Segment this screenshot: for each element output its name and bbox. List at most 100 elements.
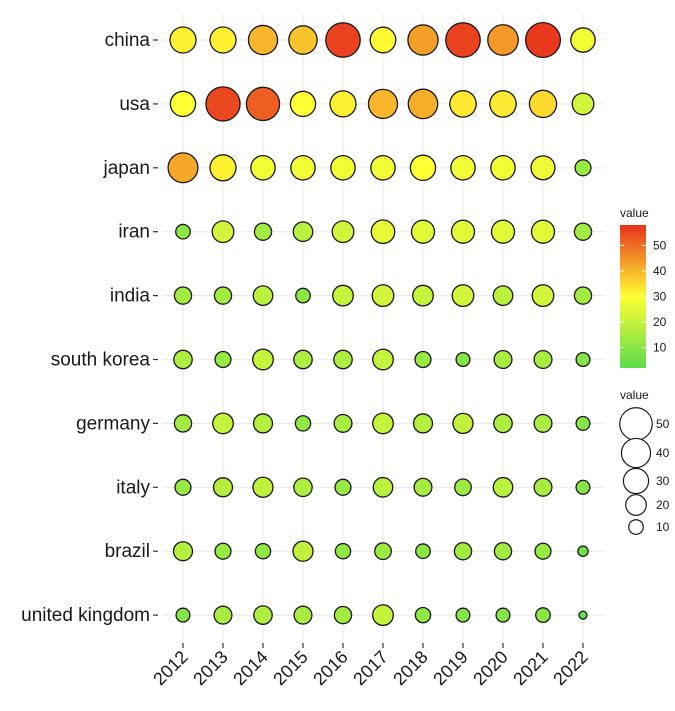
bubble	[530, 155, 556, 181]
x-tick-label: 2012	[149, 647, 191, 689]
bubble	[492, 285, 514, 307]
x-axis: 2012201320142015201620172018201920202021…	[149, 643, 592, 689]
size-legend: value 50 40 30 20 10	[619, 388, 670, 535]
bubble	[169, 90, 197, 118]
bubble	[407, 88, 439, 120]
bubble	[487, 24, 519, 56]
bubble	[575, 415, 591, 431]
bubble	[175, 223, 191, 240]
bubble	[535, 607, 551, 624]
bubble	[493, 541, 513, 561]
bubble	[333, 605, 353, 625]
bubble	[253, 222, 273, 241]
bubble	[214, 350, 232, 369]
bubble	[452, 412, 474, 435]
bubble	[575, 479, 591, 495]
bubble	[333, 413, 353, 433]
bubble	[214, 542, 232, 560]
bubble	[330, 154, 356, 181]
bubble	[533, 413, 553, 433]
bubble	[252, 476, 274, 498]
bubble	[175, 607, 191, 623]
bubble	[574, 159, 592, 177]
bubble	[332, 284, 354, 307]
bubble	[369, 26, 397, 54]
bubble	[370, 154, 396, 181]
bubble	[492, 476, 514, 498]
bubble	[334, 542, 352, 560]
bubble	[212, 477, 234, 498]
bubble	[290, 154, 316, 181]
bubble	[254, 542, 272, 560]
bubble	[407, 24, 439, 56]
bubble	[451, 284, 475, 308]
bubble	[292, 221, 314, 243]
bubble	[331, 220, 355, 244]
bubble	[409, 154, 437, 182]
bubble	[293, 477, 313, 498]
bubble	[292, 540, 314, 562]
bubble	[450, 154, 476, 181]
bubble	[252, 413, 274, 434]
bubble	[450, 219, 476, 244]
y-tick-label: iran	[118, 222, 150, 243]
bubble	[172, 541, 194, 562]
bubble	[445, 22, 481, 58]
size-legend-tick-label: 20	[656, 498, 670, 512]
bubble	[490, 219, 516, 244]
y-tick-label: brazil	[105, 541, 150, 562]
y-axis: china usa japan iran india south korea germany…	[21, 30, 158, 626]
bubble	[293, 605, 313, 625]
bubble	[573, 286, 593, 305]
x-tick-label: 2017	[349, 647, 391, 689]
bubble	[289, 90, 317, 118]
x-tick-label: 2020	[469, 647, 511, 689]
bubble	[578, 610, 588, 620]
bubble	[413, 477, 433, 497]
bubble	[533, 477, 553, 497]
bubble	[370, 219, 396, 245]
bubble	[371, 284, 395, 308]
bubble	[252, 348, 274, 371]
bubble	[493, 349, 513, 370]
bubble	[530, 219, 556, 244]
bubble	[173, 349, 193, 370]
bubble	[329, 90, 357, 118]
bubble	[414, 350, 432, 369]
bubble	[570, 27, 596, 53]
bubble	[372, 476, 394, 498]
bubble	[533, 349, 553, 370]
y-tick-label: india	[110, 286, 151, 307]
y-tick-label: germany	[76, 413, 150, 434]
size-legend-circle	[620, 437, 652, 469]
bubble	[531, 284, 555, 308]
bubble	[173, 286, 193, 305]
bubble	[167, 152, 199, 184]
bubble	[528, 89, 558, 119]
bubble	[571, 92, 595, 116]
y-tick-label: china	[105, 30, 151, 51]
bubble	[493, 413, 513, 434]
bubble	[325, 22, 361, 58]
size-legend-tick-label: 50	[656, 417, 670, 431]
bubble	[412, 284, 434, 307]
x-tick-label: 2022	[549, 647, 591, 689]
bubble	[209, 26, 237, 54]
bubble	[213, 605, 233, 625]
bubble	[495, 607, 511, 623]
bubble	[454, 478, 472, 497]
bubble	[250, 154, 276, 181]
bubble	[209, 154, 237, 182]
color-legend-title: value	[620, 206, 649, 220]
bubble	[334, 478, 352, 496]
bubble	[534, 542, 552, 560]
bubble	[372, 412, 394, 435]
bubble	[247, 24, 279, 56]
x-tick-label: 2016	[309, 647, 351, 689]
bubble	[173, 414, 193, 433]
bubble	[455, 351, 471, 368]
bubble	[293, 349, 313, 370]
x-tick-label: 2019	[429, 647, 471, 689]
bubble	[453, 541, 473, 561]
